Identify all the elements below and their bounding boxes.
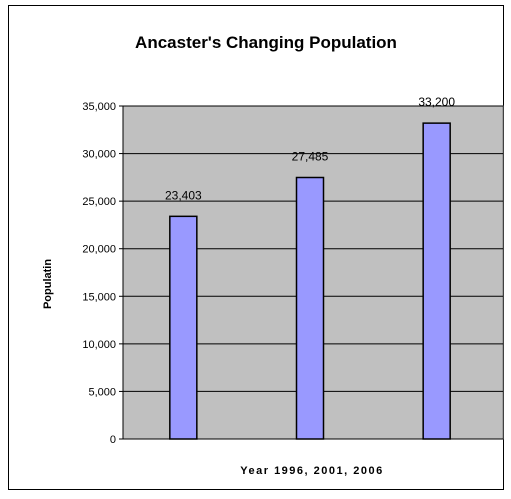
y-tick-label: 15,000 (82, 291, 116, 303)
y-tick-label: 20,000 (82, 244, 116, 256)
y-tick-label: 0 (110, 434, 116, 446)
y-tick-label: 10,000 (82, 339, 116, 351)
bar (169, 215, 198, 440)
bar (422, 122, 451, 440)
chart-title: Ancaster's Changing Population (135, 33, 397, 52)
data-labels: 23,403 27,485 33,200 (165, 95, 455, 202)
bar-data-label: 23,403 (165, 188, 202, 202)
y-tick-label: 5,000 (88, 386, 116, 398)
y-axis-title: Populatin (42, 259, 54, 309)
bar-data-label: 33,200 (418, 95, 455, 109)
bar-data-label: 27,485 (292, 149, 329, 163)
bars (169, 122, 451, 440)
y-tick-label: 25,000 (82, 196, 116, 208)
y-tick-label: 35,000 (82, 101, 116, 113)
y-tick-labels: 0 5,000 10,000 15,000 20,000 25,000 30,000 35,0… (82, 101, 116, 446)
y-tick-label: 30,000 (82, 149, 116, 161)
x-axis-title: Year 1996, 2001, 2006 (240, 465, 383, 477)
bar (295, 176, 325, 440)
